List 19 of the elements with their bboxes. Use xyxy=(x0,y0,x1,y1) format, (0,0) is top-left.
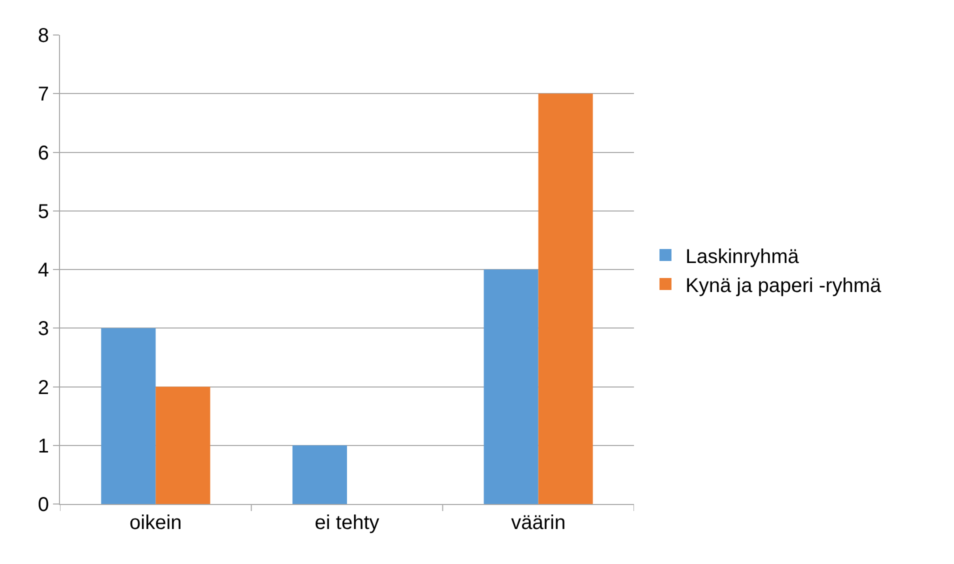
legend-label: Laskinryhmä xyxy=(685,246,800,268)
y-tick-label: 6 xyxy=(38,142,49,164)
bar xyxy=(292,445,347,504)
y-tick-label: 1 xyxy=(38,435,49,458)
legend-label: Kynä ja paperi -ryhmä xyxy=(685,274,882,297)
y-tick-label: 5 xyxy=(38,200,49,223)
y-tick-label: 2 xyxy=(38,376,49,399)
bar xyxy=(484,270,538,504)
y-tick-label: 7 xyxy=(38,84,49,106)
y-tick-label: 0 xyxy=(38,494,49,516)
bar xyxy=(538,94,593,504)
y-tick-label: 3 xyxy=(38,318,49,340)
x-tick-label: oikein xyxy=(130,512,182,534)
x-tick-label: väärin xyxy=(511,512,566,534)
y-tick-label: 8 xyxy=(38,25,49,47)
bar xyxy=(101,328,156,504)
x-tick-label: ei tehty xyxy=(314,512,380,534)
y-tick-label: 4 xyxy=(38,260,49,282)
bar xyxy=(156,386,210,504)
